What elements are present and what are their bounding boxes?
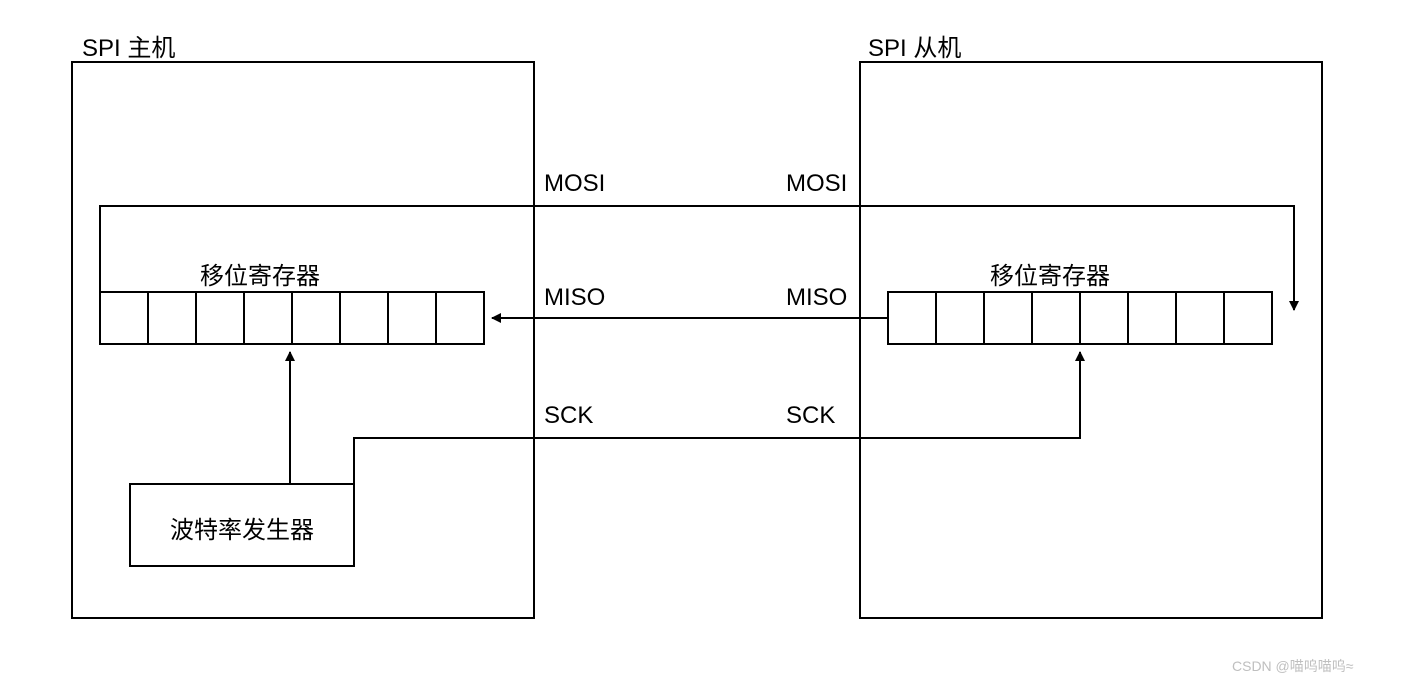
slave-title: SPI 从机 [868, 28, 961, 63]
spi-diagram [0, 0, 1414, 681]
miso-label-left: MISO [544, 284, 605, 312]
baud-generator-label: 波特率发生器 [170, 510, 314, 545]
slave-box [860, 62, 1322, 618]
slave-shift-register [888, 292, 1272, 344]
sck-label-left: SCK [544, 402, 593, 430]
sck-line [354, 352, 1080, 525]
mosi-label-left: MOSI [544, 170, 605, 198]
master-shift-reg-label: 移位寄存器 [200, 256, 320, 291]
slave-shift-reg-label: 移位寄存器 [990, 256, 1110, 291]
master-title: SPI 主机 [82, 28, 175, 63]
mosi-label-right: MOSI [786, 170, 847, 198]
sck-label-right: SCK [786, 402, 835, 430]
watermark: CSDN @喵呜喵呜≈ [1232, 656, 1353, 676]
master-shift-register [100, 292, 484, 344]
miso-label-right: MISO [786, 284, 847, 312]
